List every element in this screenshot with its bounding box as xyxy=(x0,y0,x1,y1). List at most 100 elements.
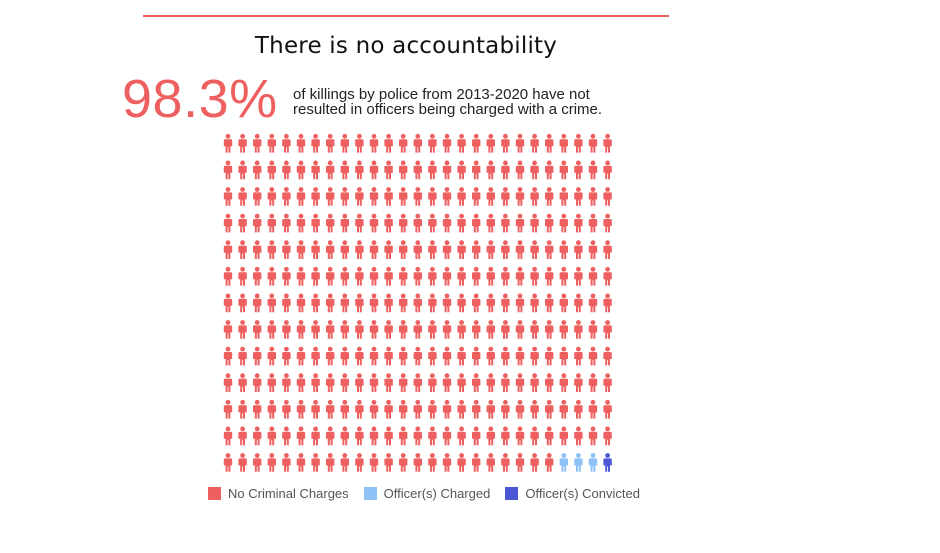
person-icon-no-charges xyxy=(545,426,554,446)
person-icon-no-charges xyxy=(340,453,349,472)
legend-swatch-convicted xyxy=(505,487,519,500)
person-icon-no-charges xyxy=(413,399,422,419)
person-icon-no-charges xyxy=(384,293,393,313)
person-icon-no-charges xyxy=(355,426,364,446)
person-icon-no-charges xyxy=(603,373,612,392)
person-icon-no-charges xyxy=(223,293,233,313)
person-icon-no-charges xyxy=(442,240,452,259)
person-icon-no-charges xyxy=(574,266,583,286)
legend-label-convicted: Officer(s) Convicted xyxy=(525,486,640,501)
person-icon-no-charges xyxy=(574,320,583,339)
person-icon-no-charges xyxy=(413,133,422,153)
person-icon-no-charges xyxy=(369,320,379,339)
person-icon-no-charges xyxy=(413,187,422,206)
person-icon-no-charges xyxy=(413,293,422,313)
person-icon-no-charges xyxy=(282,213,291,233)
person-icon-no-charges xyxy=(238,373,247,392)
person-icon-no-charges xyxy=(486,293,495,313)
person-icon-no-charges xyxy=(238,399,247,419)
person-icon-no-charges xyxy=(369,187,379,206)
person-icon-no-charges xyxy=(413,373,422,392)
person-icon-no-charges xyxy=(238,213,247,233)
person-icon-no-charges xyxy=(588,160,598,180)
person-icon-no-charges xyxy=(267,266,276,286)
person-icon-no-charges xyxy=(282,320,291,339)
person-icon-no-charges xyxy=(486,160,495,180)
person-icon-no-charges xyxy=(369,346,379,366)
person-icon-no-charges xyxy=(530,399,539,419)
person-icon-no-charges xyxy=(486,133,495,153)
person-icon-no-charges xyxy=(267,240,276,259)
person-icon-no-charges xyxy=(501,346,510,366)
person-icon-no-charges xyxy=(253,320,262,339)
person-icon-no-charges xyxy=(296,453,306,472)
person-icon-no-charges xyxy=(340,426,349,446)
person-icon-no-charges xyxy=(267,346,276,366)
person-icon-no-charges xyxy=(457,399,466,419)
person-icon-no-charges xyxy=(515,346,525,366)
person-icon-no-charges xyxy=(574,426,583,446)
person-icon-no-charges xyxy=(238,453,247,472)
person-icon-no-charges xyxy=(515,320,525,339)
person-icon-no-charges xyxy=(428,266,437,286)
person-icon-no-charges xyxy=(296,426,306,446)
person-icon-no-charges xyxy=(472,453,481,472)
person-icon-no-charges xyxy=(384,133,393,153)
person-icon-no-charges xyxy=(253,213,262,233)
person-icon-no-charges xyxy=(282,373,291,392)
person-icon-no-charges xyxy=(267,160,276,180)
person-icon-no-charges xyxy=(545,453,554,472)
person-icon-no-charges xyxy=(486,266,495,286)
person-icon-no-charges xyxy=(223,320,233,339)
person-icon-no-charges xyxy=(428,240,437,259)
stat-description-line-1: of killings by police from 2013-2020 hav… xyxy=(293,86,590,103)
person-icon-no-charges xyxy=(603,320,612,339)
person-icon-no-charges xyxy=(296,293,306,313)
person-icon-no-charges xyxy=(296,346,306,366)
person-icon-no-charges xyxy=(559,133,568,153)
person-icon-no-charges xyxy=(253,373,262,392)
person-icon-no-charges xyxy=(603,293,612,313)
person-icon-no-charges xyxy=(545,373,554,392)
person-icon-no-charges xyxy=(545,293,554,313)
legend-swatch-no-charges xyxy=(208,487,221,500)
person-icon-no-charges xyxy=(559,373,568,392)
person-icon-no-charges xyxy=(472,266,481,286)
person-icon-no-charges xyxy=(282,399,291,419)
person-icon-no-charges xyxy=(457,293,466,313)
person-icon-no-charges xyxy=(296,240,306,259)
person-icon-no-charges xyxy=(340,293,349,313)
person-icon-no-charges xyxy=(588,187,598,206)
legend-label-no-charges: No Criminal Charges xyxy=(228,486,349,501)
person-icon-no-charges xyxy=(340,240,349,259)
person-icon-no-charges xyxy=(399,187,408,206)
person-icon-no-charges xyxy=(428,293,437,313)
person-icon-no-charges xyxy=(472,426,481,446)
person-icon-no-charges xyxy=(530,266,539,286)
person-icon-no-charges xyxy=(355,213,364,233)
person-icon-no-charges xyxy=(501,133,510,153)
pictogram-chart xyxy=(223,133,612,472)
person-icon-no-charges xyxy=(486,399,495,419)
chart-legend: No Criminal Charges Officer(s) Charged O… xyxy=(208,486,655,501)
person-icon-no-charges xyxy=(559,346,568,366)
person-icon-no-charges xyxy=(399,453,408,472)
person-icon-no-charges xyxy=(545,320,554,339)
person-icon-no-charges xyxy=(501,320,510,339)
person-icon-no-charges xyxy=(515,453,525,472)
person-icon-no-charges xyxy=(311,399,320,419)
person-icon-no-charges xyxy=(311,293,320,313)
person-icon-no-charges xyxy=(340,373,349,392)
person-icon-charged xyxy=(559,453,568,472)
person-icon-no-charges xyxy=(486,187,495,206)
person-icon-no-charges xyxy=(588,240,598,259)
person-icon-no-charges xyxy=(501,213,510,233)
person-icon-no-charges xyxy=(486,240,495,259)
person-icon-no-charges xyxy=(326,160,335,180)
person-icon-no-charges xyxy=(384,240,393,259)
person-icon-no-charges xyxy=(442,133,452,153)
person-icon-no-charges xyxy=(267,133,276,153)
person-icon-no-charges xyxy=(501,187,510,206)
person-icon-no-charges xyxy=(457,160,466,180)
person-icon-no-charges xyxy=(355,133,364,153)
